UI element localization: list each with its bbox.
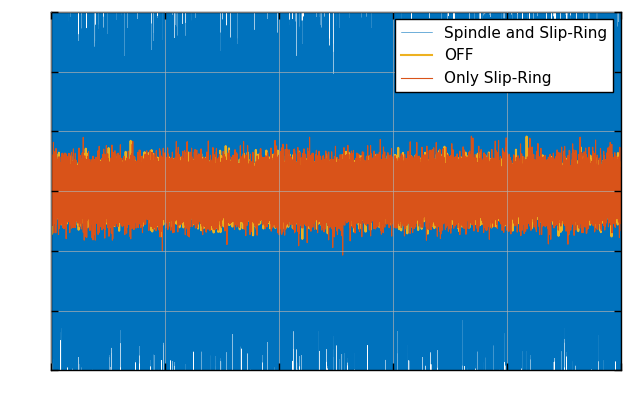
Only Slip-Ring (356, 189, 364, 193)
OFF (617, 180, 625, 184)
OFF (266, 188, 273, 192)
Spindle and Slip-Ring (390, 268, 398, 273)
Legend: Spindle and Slip-Ring, OFF, Only Slip-Ring: Spindle and Slip-Ring, OFF, Only Slip-Ri… (395, 19, 613, 92)
Spindle and Slip-Ring (86, 225, 94, 230)
Only Slip-Ring (47, 187, 55, 192)
Only Slip-Ring (617, 187, 625, 192)
OFF (298, 236, 306, 241)
Spindle and Slip-Ring (47, 144, 55, 149)
OFF (47, 177, 55, 181)
Only Slip-Ring (468, 134, 476, 139)
Only Slip-Ring (184, 170, 192, 175)
OFF (184, 186, 192, 190)
Only Slip-Ring (86, 186, 94, 190)
Spindle and Slip-Ring (470, 164, 478, 169)
Line: Only Slip-Ring: Only Slip-Ring (51, 136, 621, 255)
Spindle and Slip-Ring (184, 314, 192, 319)
Line: OFF: OFF (51, 137, 621, 239)
OFF (470, 193, 478, 198)
Line: Spindle and Slip-Ring: Spindle and Slip-Ring (51, 0, 621, 394)
OFF (86, 181, 94, 186)
OFF (390, 184, 398, 189)
Spindle and Slip-Ring (266, 182, 273, 187)
OFF (356, 194, 364, 199)
Spindle and Slip-Ring (356, 173, 364, 178)
OFF (523, 134, 531, 139)
Only Slip-Ring (339, 253, 346, 257)
Only Slip-Ring (266, 179, 273, 184)
Only Slip-Ring (390, 195, 398, 200)
Spindle and Slip-Ring (617, 53, 625, 58)
Only Slip-Ring (470, 182, 478, 187)
